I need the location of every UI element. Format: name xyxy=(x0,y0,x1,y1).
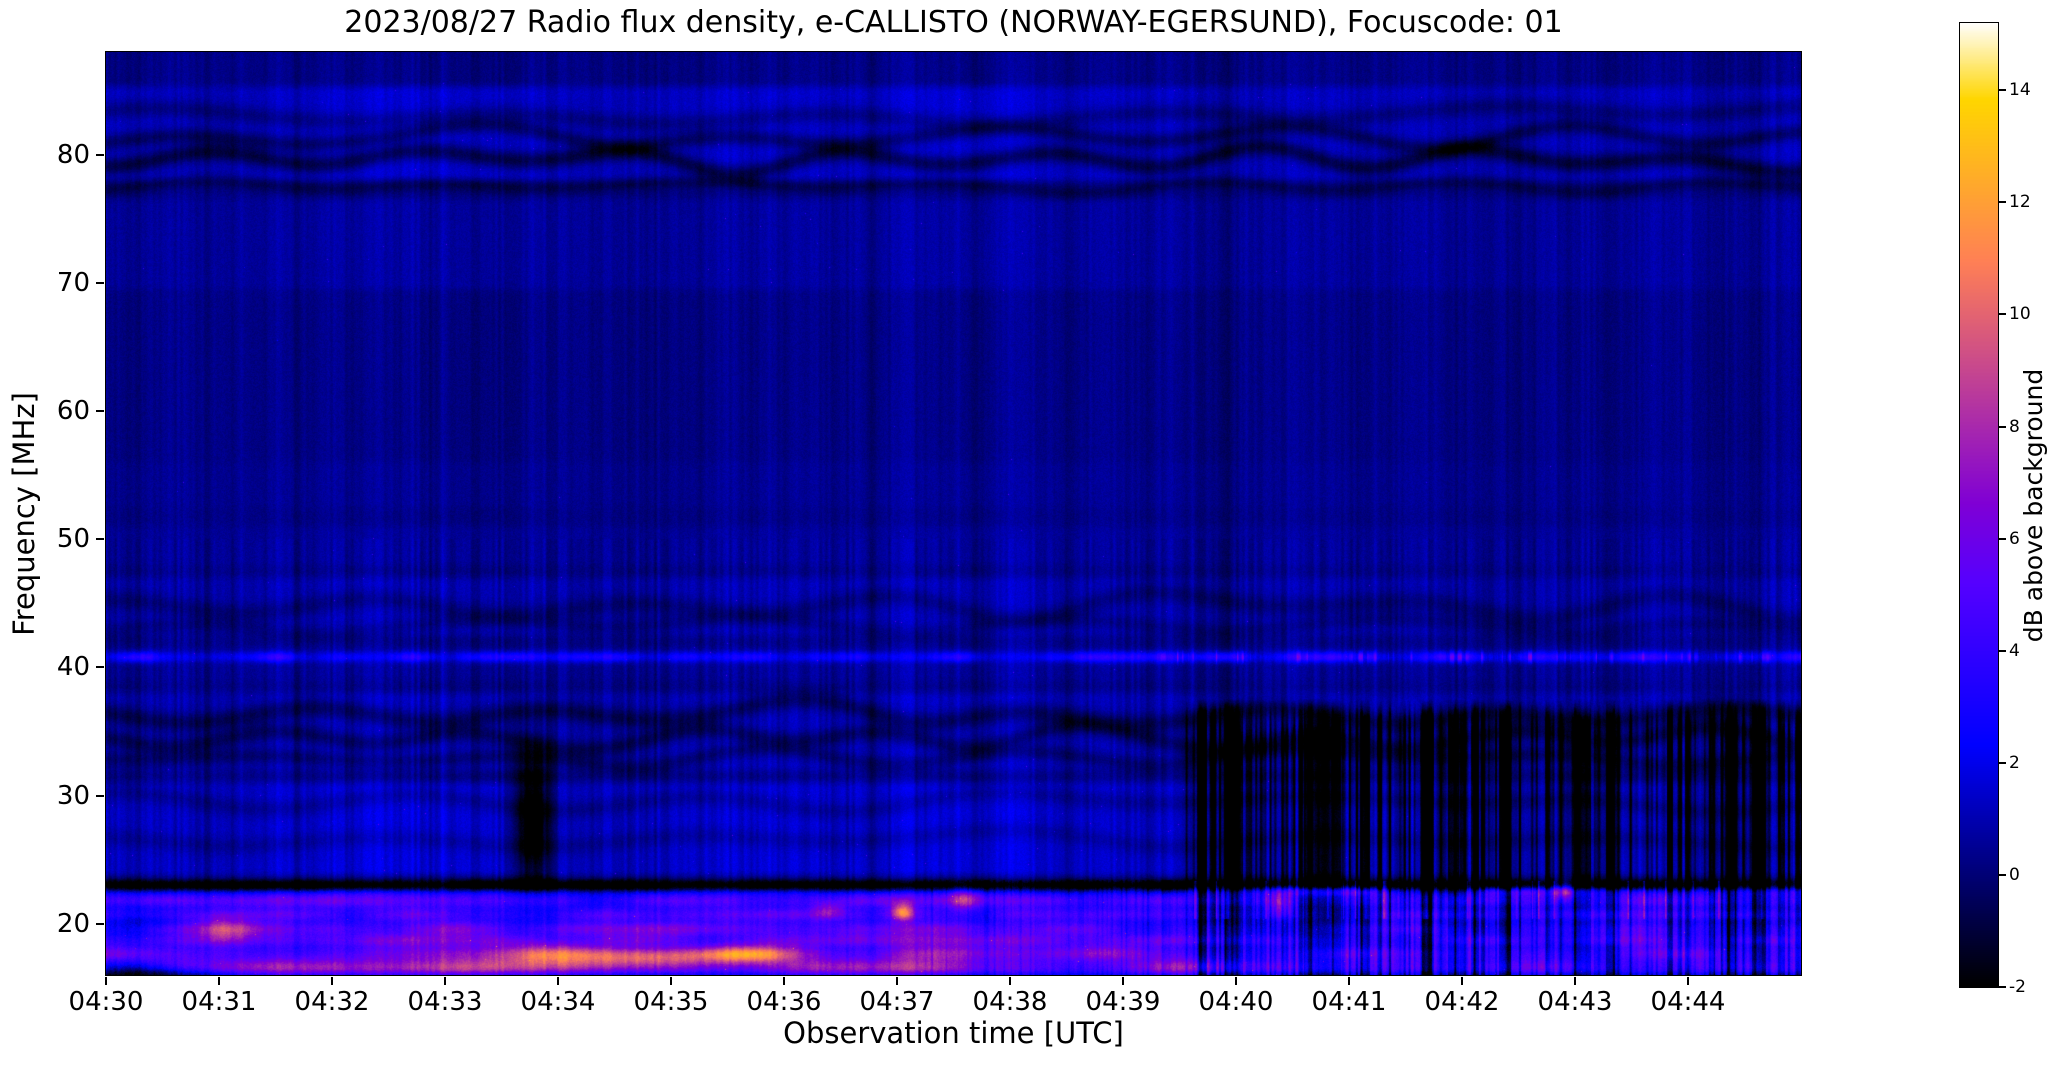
x-tick-label: 04:40 xyxy=(1198,987,1274,1017)
y-tick-mark xyxy=(96,409,104,412)
colorbar-tick-label: 0 xyxy=(2009,864,2020,885)
colorbar-tick-label: 12 xyxy=(2009,192,2031,213)
x-tick-label: 04:33 xyxy=(407,987,483,1017)
x-tick-label: 04:39 xyxy=(1085,987,1161,1017)
y-tick-label: 50 xyxy=(56,524,90,555)
y-tick-mark xyxy=(96,666,104,669)
y-tick-mark xyxy=(96,794,104,797)
colorbar-tick-mark xyxy=(1999,537,2006,540)
spectrogram-canvas xyxy=(106,52,1801,975)
x-tick-mark xyxy=(1009,977,1011,985)
colorbar-tick-label: 14 xyxy=(2009,80,2031,101)
y-tick-label: 40 xyxy=(56,652,90,683)
colorbar-tick-label: 4 xyxy=(2009,640,2020,661)
x-tick-mark xyxy=(444,977,446,985)
colorbar-tick-mark xyxy=(1999,201,2006,204)
x-tick-label: 04:34 xyxy=(520,987,596,1017)
x-tick-mark xyxy=(105,977,107,985)
colorbar-tick-label: 2 xyxy=(2009,752,2020,773)
x-tick-label: 04:43 xyxy=(1537,987,1613,1017)
y-tick-mark xyxy=(96,922,104,925)
x-tick-mark xyxy=(218,977,220,985)
x-tick-mark xyxy=(1574,977,1576,985)
x-tick-label: 04:42 xyxy=(1424,987,1500,1017)
colorbar-frame xyxy=(1959,22,1999,988)
y-tick-label: 30 xyxy=(56,780,90,811)
x-tick-mark xyxy=(896,977,898,985)
y-axis-label-text: Frequency [MHz] xyxy=(7,391,41,636)
x-tick-label: 04:44 xyxy=(1650,987,1726,1017)
colorbar-tick-mark xyxy=(1999,986,2006,988)
x-tick-label: 04:30 xyxy=(68,987,144,1017)
colorbar-tick-mark xyxy=(1999,89,2006,92)
x-tick-mark xyxy=(670,977,672,985)
x-tick-label: 04:36 xyxy=(746,987,822,1017)
colorbar-tick-mark xyxy=(1999,313,2006,316)
colorbar-tick-mark xyxy=(1999,649,2006,652)
colorbar-label-text: dB above background xyxy=(2019,368,2047,642)
y-tick-mark xyxy=(96,281,104,284)
x-tick-label: 04:41 xyxy=(1311,987,1387,1017)
y-axis-label: Frequency [MHz] xyxy=(6,52,42,975)
plot-frame xyxy=(105,51,1802,976)
x-tick-mark xyxy=(1461,977,1463,985)
colorbar-label: dB above background xyxy=(2019,23,2047,987)
y-tick-label: 60 xyxy=(56,395,90,426)
x-tick-mark xyxy=(1122,977,1124,985)
colorbar-tick-label: 10 xyxy=(2009,304,2031,325)
y-tick-label: 20 xyxy=(56,908,90,939)
y-tick-mark xyxy=(96,538,104,541)
x-tick-label: 04:32 xyxy=(294,987,370,1017)
colorbar-tick-mark xyxy=(1999,873,2006,876)
x-tick-mark xyxy=(1235,977,1237,985)
x-tick-label: 04:38 xyxy=(972,987,1048,1017)
chart-title: 2023/08/27 Radio flux density, e-CALLIST… xyxy=(344,5,1563,40)
x-tick-mark xyxy=(331,977,333,985)
x-tick-mark xyxy=(1348,977,1350,985)
x-tick-label: 04:35 xyxy=(633,987,709,1017)
x-tick-label: 04:31 xyxy=(181,987,257,1017)
colorbar-tick-mark xyxy=(1999,761,2006,764)
colorbar-tick-mark xyxy=(1999,425,2006,428)
y-tick-label: 70 xyxy=(56,267,90,298)
x-axis-label: Observation time [UTC] xyxy=(783,1016,1124,1050)
colorbar-canvas xyxy=(1960,23,1998,987)
colorbar-tick-label: -2 xyxy=(2009,977,2026,997)
x-tick-label: 04:37 xyxy=(859,987,935,1017)
colorbar-tick-label: 8 xyxy=(2009,416,2020,437)
y-tick-label: 80 xyxy=(56,139,90,170)
x-tick-mark xyxy=(783,977,785,985)
x-tick-mark xyxy=(557,977,559,985)
colorbar-tick-label: 6 xyxy=(2009,528,2020,549)
x-tick-mark xyxy=(1687,977,1689,985)
y-tick-mark xyxy=(96,153,104,156)
